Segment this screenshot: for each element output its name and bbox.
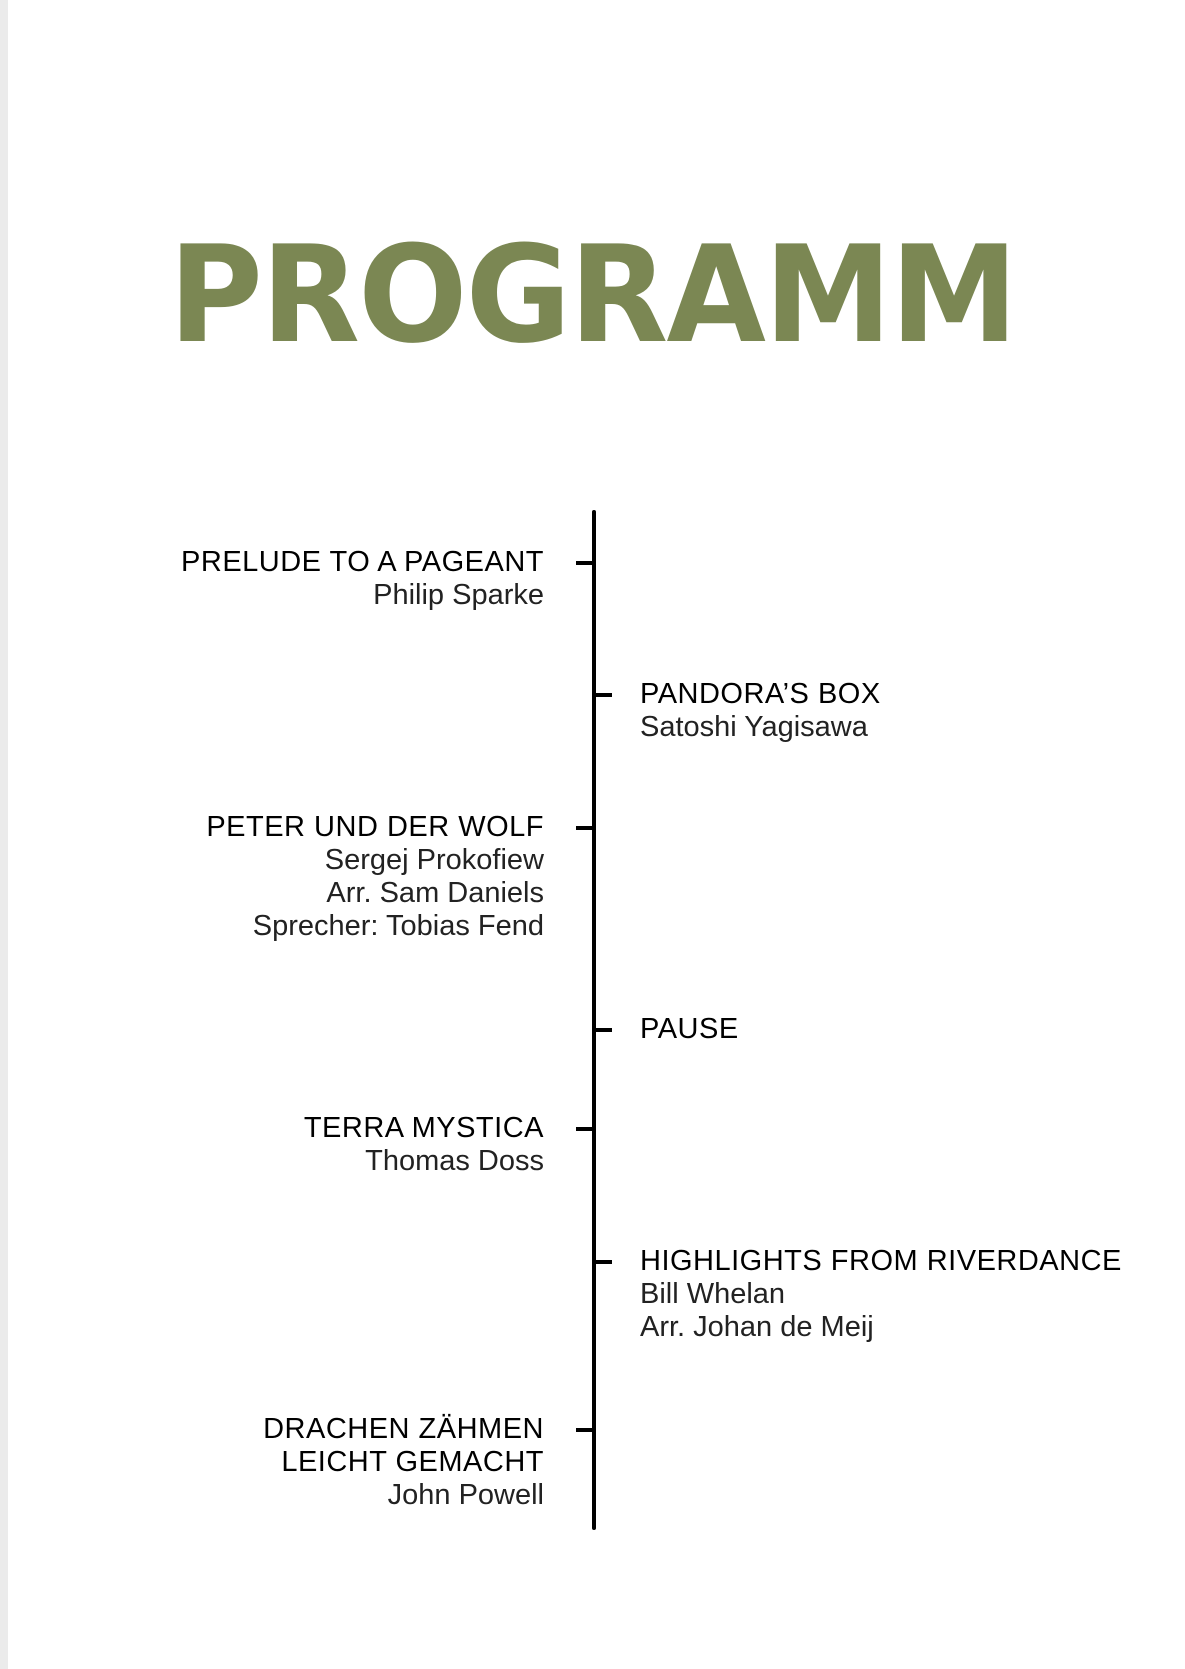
timeline-tick (576, 561, 594, 565)
piece-credit: Arr. Johan de Meij (640, 1311, 874, 1343)
piece-credit: Sergej Prokofiew (324, 844, 544, 876)
page-title-text: PROGRAMM (168, 217, 1018, 373)
piece-title: DRACHEN ZÄHMEN (263, 1413, 544, 1445)
piece-credit: Arr. Sam Daniels (326, 877, 544, 909)
piece-title: PAUSE (640, 1013, 739, 1045)
program-item: TERRA MYSTICA Thomas Doss (304, 1112, 544, 1178)
program-item: PAUSE (640, 1013, 739, 1046)
program-item: DRACHEN ZÄHMEN LEICHT GEMACHT John Powell (263, 1413, 544, 1512)
piece-title: HIGHLIGHTS FROM RIVERDANCE (640, 1245, 1122, 1277)
timeline-tick (594, 1260, 612, 1264)
piece-credit: Thomas Doss (365, 1145, 544, 1177)
program-item: PANDORA’S BOX Satoshi Yagisawa (640, 678, 881, 744)
page-edge (0, 0, 8, 1669)
timeline-axis (592, 510, 596, 1530)
page-title: PROGRAMM (0, 228, 1185, 362)
piece-credit: Satoshi Yagisawa (640, 711, 868, 743)
piece-title: TERRA MYSTICA (303, 1112, 544, 1144)
program-item: PETER UND DER WOLF Sergej Prokofiew Arr. S… (206, 811, 544, 943)
piece-credit: John Powell (387, 1479, 544, 1511)
piece-title: PETER UND DER WOLF (206, 811, 544, 843)
timeline-tick (576, 1428, 594, 1432)
program-item: HIGHLIGHTS FROM RIVERDANCE Bill Whelan Arr… (640, 1245, 1122, 1344)
piece-credit: Philip Sparke (373, 579, 544, 611)
timeline-tick (576, 826, 594, 830)
piece-credit: Bill Whelan (640, 1278, 786, 1310)
timeline-tick (594, 693, 612, 697)
piece-title: PRELUDE TO A PAGEANT (181, 546, 544, 578)
piece-title: PANDORA’S BOX (640, 678, 881, 710)
timeline-tick (576, 1127, 594, 1131)
timeline-tick (594, 1028, 612, 1032)
program-item: PRELUDE TO A PAGEANT Philip Sparke (181, 546, 544, 612)
piece-credit: Sprecher: Tobias Fend (252, 910, 544, 942)
piece-title: LEICHT GEMACHT (281, 1446, 544, 1478)
